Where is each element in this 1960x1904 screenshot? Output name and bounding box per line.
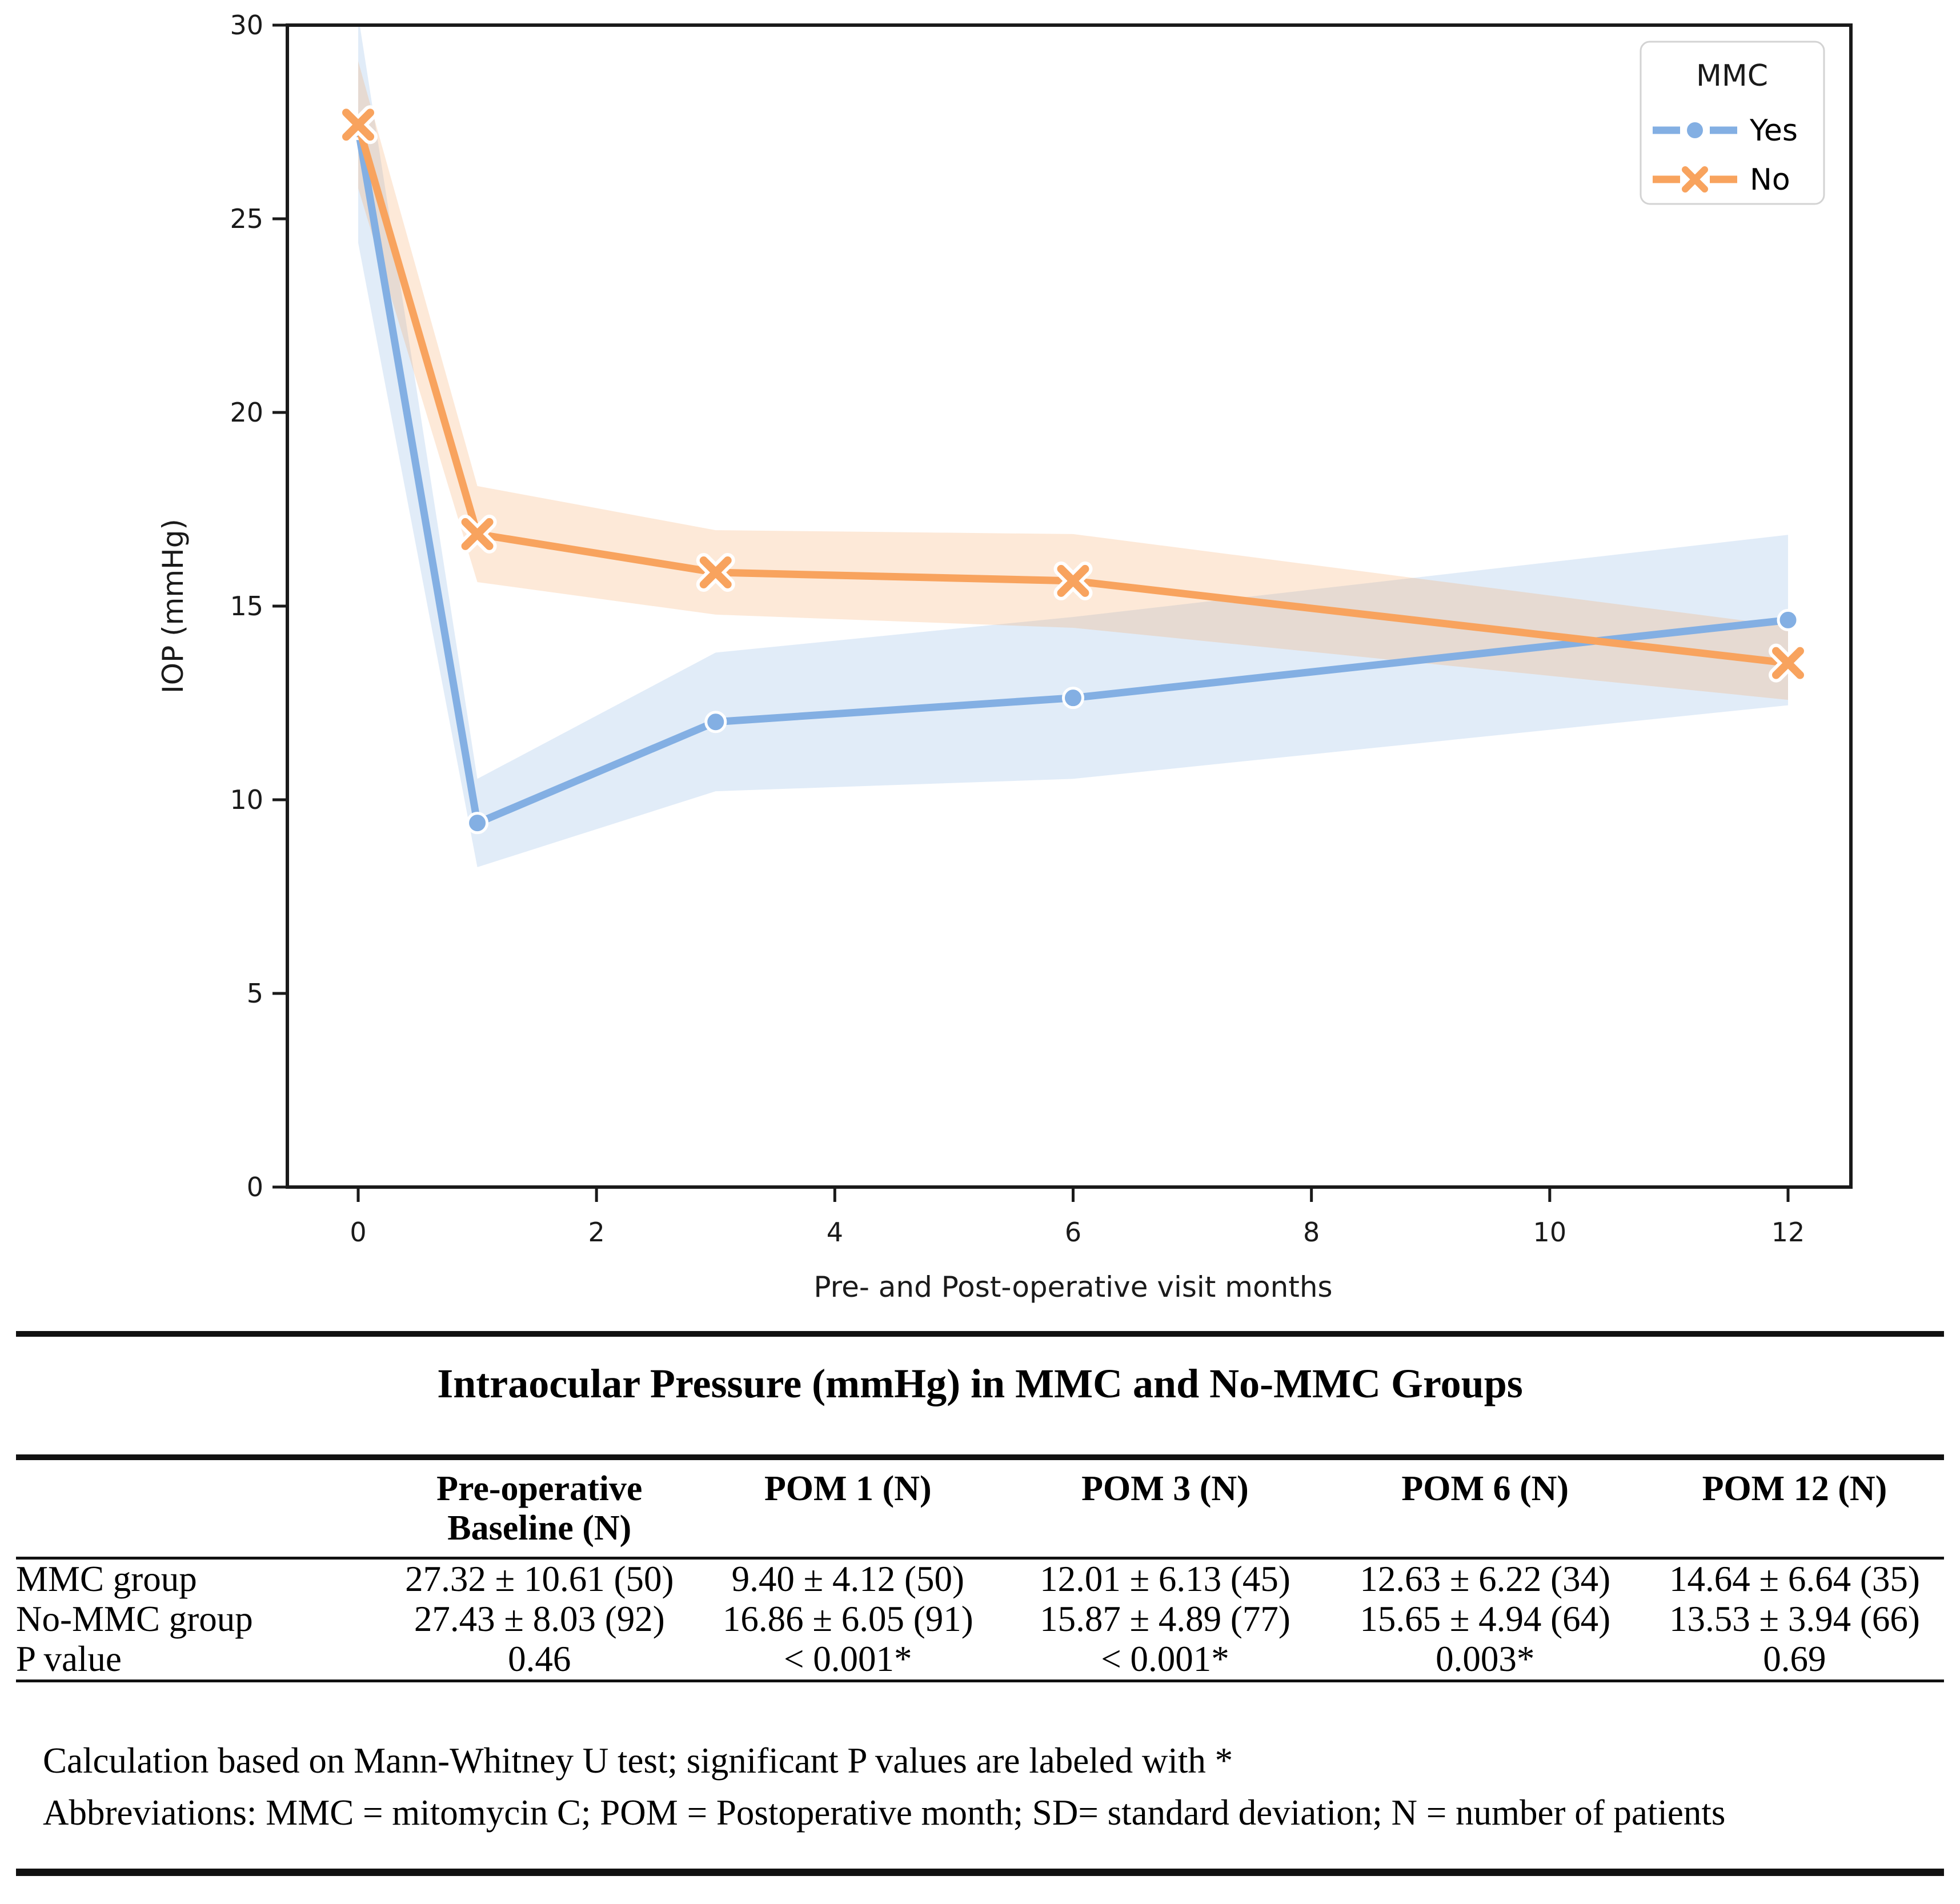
legend-circle-marker (1685, 120, 1705, 141)
footnote-abbreviations: Abbreviations: MMC = mitomycin C; POM = … (43, 1792, 1726, 1833)
cell-value: 15.87 ± 4.89 (77) (1040, 1598, 1290, 1639)
cell-value: 0.69 (1763, 1638, 1826, 1679)
circle-marker (466, 812, 489, 835)
legend-x-marker (1682, 166, 1708, 193)
row-label: P value (16, 1638, 122, 1679)
row-label: No-MMC group (16, 1598, 253, 1639)
chart-canvas: 0 5 10 15 20 25 30 0 2 4 6 8 10 12 IOP (mmHg) Pre- and … (157, 10, 1853, 1304)
col-header: POM 12 (N) (1702, 1469, 1887, 1508)
x-tick-label: 8 (1303, 1217, 1320, 1248)
table-top-rule (16, 1331, 1944, 1337)
iop-line-chart: 0 5 10 15 20 25 30 0 2 4 6 8 10 12 IOP (mmHg) Pre- and … (157, 10, 1853, 1304)
circle-marker (704, 711, 727, 733)
legend-label: No (1750, 163, 1790, 197)
cell-value: 12.01 ± 6.13 (45) (1040, 1558, 1290, 1599)
cell-value: 12.63 ± 6.22 (34) (1360, 1558, 1611, 1599)
footnote-methods: Calculation based on Mann-Whitney U test… (43, 1740, 1233, 1781)
y-axis-label: IOP (mmHg) (157, 519, 190, 694)
x-marker (699, 556, 732, 589)
series-lines (339, 105, 1807, 835)
col-header: Pre-operative Baseline (N) (436, 1469, 643, 1548)
ci-band-yes (358, 25, 1788, 867)
legend-label: Yes (1749, 114, 1798, 148)
table-footnotes: Calculation based on Mann-Whitney U test… (43, 1735, 1944, 1839)
table-row: P value 0.46 < 0.001* < 0.001* 0.003* 0.69 (16, 1638, 1944, 1681)
figure-bottom-rule (16, 1869, 1944, 1877)
y-tick-label: 30 (230, 10, 263, 41)
cell-value: 15.65 ± 4.94 (64) (1360, 1598, 1611, 1639)
cell-value: 16.86 ± 6.05 (91) (722, 1598, 973, 1639)
table-body: MMC group 27.32 ± 10.61 (50) 9.40 ± 4.12 (… (16, 1558, 1944, 1681)
x-axis-label: Pre- and Post-operative visit months (813, 1270, 1332, 1304)
ci-band-no (358, 61, 1788, 700)
table-title: Intraocular Pressure (mmHg) in MMC and N… (437, 1361, 1523, 1406)
cell-value: 0.46 (508, 1638, 571, 1679)
cell-value: 13.53 ± 3.94 (66) (1669, 1598, 1920, 1639)
x-tick-label: 4 (827, 1217, 843, 1248)
cell-value: < 0.001* (784, 1638, 912, 1679)
y-tick-label: 25 (230, 203, 263, 234)
cell-value: 27.32 ± 10.61 (50) (405, 1558, 674, 1599)
circle-marker (1777, 608, 1799, 631)
table-row: MMC group 27.32 ± 10.61 (50) 9.40 ± 4.12 (… (16, 1558, 1944, 1599)
legend: MMC Yes No (1640, 41, 1825, 205)
row-label: MMC group (16, 1558, 197, 1599)
col-header-empty (16, 1460, 388, 1558)
cell-value: 9.40 ± 4.12 (50) (731, 1558, 964, 1599)
x-tick-label: 0 (350, 1217, 366, 1248)
x-marker (1772, 647, 1804, 679)
legend-box (1640, 41, 1825, 205)
cell-value: 0.003* (1436, 1638, 1535, 1679)
x-tick-label: 2 (588, 1217, 605, 1248)
col-header: POM 6 (N) (1401, 1469, 1569, 1508)
x-marker (342, 109, 374, 141)
col-header: POM 3 (N) (1081, 1469, 1249, 1508)
col-header: POM 1 (N) (764, 1469, 932, 1508)
y-axis: 0 5 10 15 20 25 30 (230, 10, 287, 1202)
cell-value: 27.43 ± 8.03 (92) (414, 1598, 665, 1639)
y-tick-label: 0 (247, 1172, 263, 1202)
y-tick-label: 10 (230, 784, 263, 815)
x-marker (1057, 564, 1089, 597)
x-marker (461, 518, 494, 550)
x-tick-label: 12 (1771, 1217, 1805, 1248)
y-tick-label: 20 (230, 397, 263, 428)
circle-marker (1062, 687, 1084, 710)
cell-value: 14.64 ± 6.64 (35) (1669, 1558, 1920, 1599)
x-axis: 0 2 4 6 8 10 12 (350, 1187, 1805, 1248)
legend-title: MMC (1696, 59, 1768, 93)
ci-bands (358, 25, 1788, 867)
y-tick-label: 15 (230, 591, 263, 622)
x-tick-label: 6 (1065, 1217, 1081, 1248)
cell-value: < 0.001* (1101, 1638, 1229, 1679)
y-tick-label: 5 (247, 978, 263, 1009)
summary-table: Pre-operative Baseline (N) POM 1 (N) POM 3… (16, 1460, 1944, 1682)
table-row: No-MMC group 27.43 ± 8.03 (92) 16.86 ± 6.0… (16, 1598, 1944, 1640)
table-header-top-rule (16, 1454, 1944, 1460)
table-header-row: Pre-operative Baseline (N) POM 1 (N) POM 3… (16, 1460, 1944, 1558)
x-tick-label: 10 (1533, 1217, 1567, 1248)
